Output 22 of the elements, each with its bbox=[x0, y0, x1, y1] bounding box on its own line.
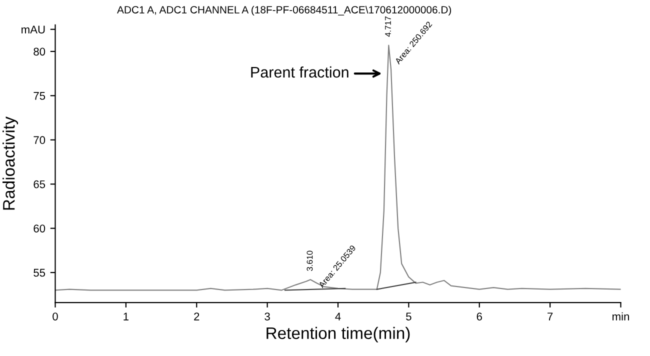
annotation: 4.717 bbox=[385, 16, 391, 37]
x-tick-label: 6 bbox=[476, 312, 482, 320]
y-tick-label: 75 bbox=[34, 92, 46, 100]
x-axis-title: Retention time(min) bbox=[266, 326, 410, 342]
x-tick-label: 2 bbox=[194, 312, 200, 320]
y-tick-label: 70 bbox=[34, 136, 46, 144]
x-tick-label: min bbox=[612, 312, 629, 320]
annotation: Parent fraction bbox=[251, 66, 348, 78]
y-tick-label: 60 bbox=[34, 224, 46, 232]
annotation: 3.610 bbox=[306, 250, 313, 271]
x-tick-label: 0 bbox=[52, 312, 58, 320]
x-tick-label: 3 bbox=[264, 312, 270, 320]
x-tick-label: 1 bbox=[124, 312, 128, 320]
y-tick-label: 80 bbox=[34, 48, 46, 56]
chart-title: ADC1 A, ADC1 CHANNEL A (18F-PF-06684511_ACE\170612000006.D) bbox=[117, 6, 452, 16]
x-tick-label: 5 bbox=[406, 312, 412, 320]
y-tick-label: 65 bbox=[34, 180, 46, 188]
x-tick-label: 4 bbox=[335, 312, 341, 320]
y-tick-label: 55 bbox=[34, 268, 46, 277]
y-tick-label: mAU bbox=[22, 26, 45, 34]
y-axis-title: Radioactivity bbox=[2, 116, 18, 210]
x-tick-label: 7 bbox=[548, 312, 553, 320]
